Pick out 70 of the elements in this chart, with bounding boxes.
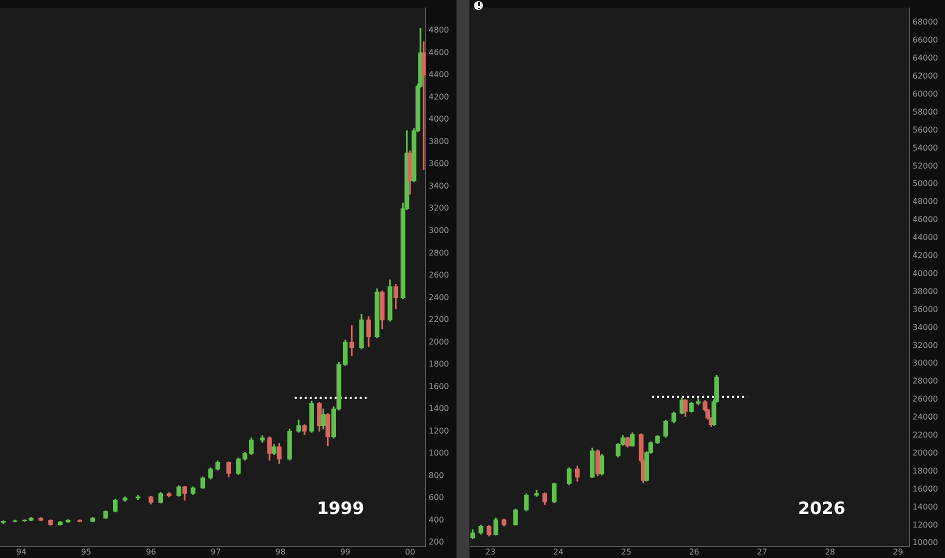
y-tick-label: 400 [428,515,444,524]
y-tick-label: 2800 [428,248,449,258]
y-tick-label: 1000 [428,448,449,458]
y-tick-label: 64000 [912,54,938,63]
y-tick-label: 62000 [912,72,938,81]
y-tick-label: 1200 [428,426,449,436]
x-tick-label: 26 [689,547,700,556]
y-tick-label: 56000 [912,125,938,134]
y-tick-label: 68000 [912,18,938,27]
y-tick-label: 4600 [428,48,449,57]
x-tick-label: 95 [81,547,92,556]
x-tick-label: 00 [405,547,416,556]
annotation: 1999 [316,498,364,519]
x-tick-label: 29 [892,547,904,556]
y-tick-label: 16000 [912,484,938,494]
y-tick-label: 22000 [912,430,938,440]
y-tick-label: 28000 [912,376,938,386]
y-tick-label: 4800 [428,26,449,35]
y-tick-label: 14000 [912,502,938,512]
y-tick-label: 1600 [428,382,449,391]
x-tick-label: 24 [553,547,564,556]
x-tick-label: 27 [757,547,768,556]
y-tick-label: 4400 [428,70,449,80]
y-tick-label: 800 [428,470,444,480]
x-tick-label: 97 [210,547,221,556]
y-tick-label: 52000 [912,161,938,170]
annotation: 2026 [798,498,846,519]
x-tick-label: 94 [16,547,26,556]
y-tick-label: 58000 [912,107,938,116]
y-tick-label: 32000 [912,340,938,350]
y-tick-label: 12000 [912,520,938,530]
y-tick-label: 26000 [912,394,938,404]
y-tick-label: 10000 [912,538,938,548]
y-tick-label: 42000 [912,251,938,260]
y-tick-label: 200 [428,538,444,547]
x-tick-label: 23 [485,547,496,556]
y-tick-label: 600 [428,493,444,502]
y-tick-label: 34000 [912,322,938,332]
x-tick-label: 28 [824,547,836,556]
y-tick-label: 40000 [912,268,938,278]
y-tick-label: 54000 [912,143,938,152]
y-tick-label: 3200 [428,204,449,213]
y-tick-label: 4200 [428,92,449,102]
y-tick-label: 2600 [428,270,449,280]
x-tick-label: 25 [621,547,632,556]
y-tick-label: 48000 [912,197,938,206]
y-tick-label: 18000 [912,466,938,476]
y-tick-label: 4000 [428,114,449,124]
y-tick-label: 30000 [912,358,938,368]
y-tick-label: 3400 [428,181,449,190]
y-tick-label: 20000 [912,448,938,458]
y-tick-label: 46000 [912,215,938,224]
x-tick-label: 96 [146,547,156,556]
y-tick-label: 1400 [428,404,449,414]
y-tick-label: 24000 [912,412,938,422]
y-tick-label: 3800 [428,136,449,146]
y-tick-label: 2200 [428,315,449,324]
y-tick-label: 1800 [428,360,449,369]
y-tick-label: 60000 [912,89,938,98]
x-tick-label: 98 [275,547,286,556]
x-tick-label: 99 [340,547,350,556]
y-tick-label: 3000 [428,226,449,235]
y-tick-label: 66000 [912,36,938,45]
y-tick-label: 38000 [912,286,938,296]
y-tick-label: 2000 [428,337,449,346]
y-tick-label: 36000 [912,304,938,314]
y-tick-label: 44000 [912,233,938,242]
y-tick-label: 50000 [912,179,938,188]
y-tick-label: 3600 [428,159,449,168]
y-tick-label: 2400 [428,292,449,302]
